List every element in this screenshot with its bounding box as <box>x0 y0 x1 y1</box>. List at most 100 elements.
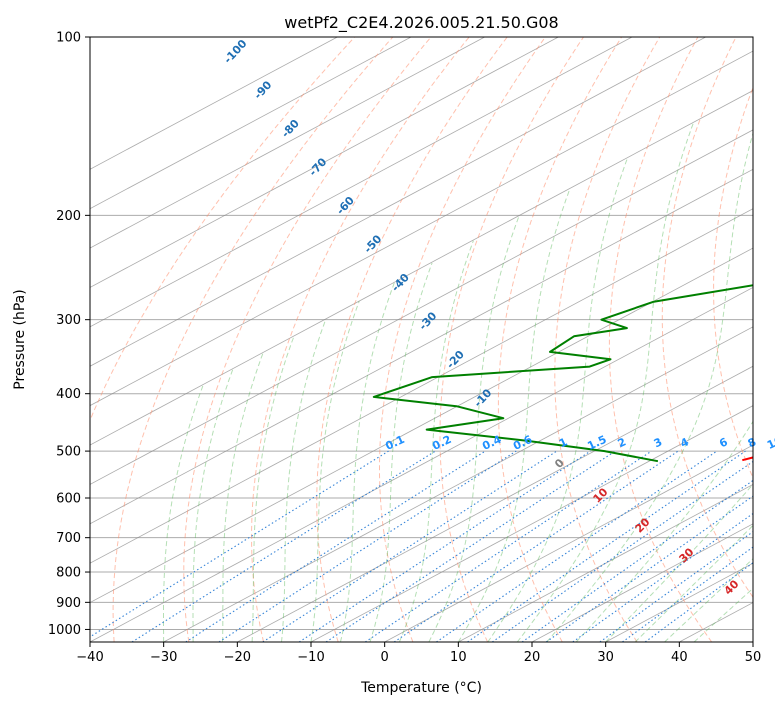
mixing-ratio-label: 1.5 <box>585 433 608 453</box>
moist-adiabat-line <box>163 385 204 642</box>
mixing-ratio-label: 0.6 <box>511 433 534 453</box>
y-tick-label: 300 <box>56 313 81 328</box>
x-tick-label: 0 <box>381 650 389 665</box>
moist-adiabat-line <box>398 240 474 642</box>
mixing-ratio-line <box>325 450 616 642</box>
mixing-ratio-line <box>90 450 389 638</box>
chart-title: wetPf2_C2E4.2026.005.21.50.G08 <box>284 13 558 33</box>
mixing-ratio-line <box>467 450 746 642</box>
temperature-profile <box>742 456 753 462</box>
mixing-ratio-line <box>364 450 652 642</box>
moist-adiabat-line <box>369 262 433 642</box>
moist-adiabat-line <box>192 369 234 642</box>
mixing-ratio-line <box>521 479 753 642</box>
mixing-ratio-line <box>185 450 486 642</box>
moist-adiabat-label: 40 <box>722 577 742 597</box>
mixing-ratio-line <box>393 450 679 642</box>
moist-adiabat-line <box>516 123 694 642</box>
moist-adiabat-line <box>340 282 395 642</box>
dry-adiabat-label: -30 <box>416 309 439 333</box>
y-tick-label: 700 <box>56 531 81 546</box>
background-lines <box>90 35 775 642</box>
x-tick-label: −40 <box>76 650 103 665</box>
dry-adiabat-label: -50 <box>361 232 384 256</box>
dry-adiabat-label: -100 <box>221 37 250 66</box>
dry-adiabat-label: -10 <box>471 386 494 410</box>
isotherm-line <box>90 90 753 446</box>
y-tick-label: 900 <box>56 596 81 611</box>
mixing-ratio-label: 6 <box>717 435 730 450</box>
dry-adiabat-line <box>379 37 546 642</box>
isotherm-line <box>237 365 753 642</box>
mixing-ratio-line <box>436 450 718 642</box>
y-tick-label: 400 <box>56 387 81 402</box>
isotherm-line <box>384 444 753 642</box>
x-tick-label: −10 <box>297 650 324 665</box>
isotherm-line <box>90 129 753 485</box>
x-tick-label: 40 <box>671 650 688 665</box>
moist-adiabat-line <box>310 301 360 642</box>
x-axis-label: Temperature (°C) <box>360 680 482 696</box>
x-tick-label: 30 <box>597 650 614 665</box>
moist-adiabat-line <box>546 131 753 642</box>
x-tick-label: 10 <box>450 650 467 665</box>
moist-adiabat-line <box>457 190 570 642</box>
mixing-ratio-label: 3 <box>652 435 664 450</box>
mixing-ratio-label: 10 <box>765 434 775 452</box>
y-tick-label: 600 <box>56 492 81 507</box>
dry-adiabat-line <box>183 37 432 642</box>
isotherm-line <box>90 37 485 249</box>
dry-adiabat-line <box>90 37 356 422</box>
y-axis-label: Pressure (hPa) <box>12 289 28 389</box>
dry-adiabat-line <box>439 37 585 642</box>
y-tick-label: 100 <box>56 31 81 46</box>
isotherm-line <box>310 405 753 642</box>
plot-frame <box>89 36 754 643</box>
isotherm-line <box>90 37 633 328</box>
y-tick-label: 200 <box>56 209 81 224</box>
moist-adiabat-line <box>251 337 294 642</box>
line-labels: -100-90-80-70-60-50-40-30-20-100.1 0.2 0.4… <box>221 37 775 598</box>
mixing-ratio-label: 2 <box>616 435 628 450</box>
moist-adiabat-line <box>605 483 753 642</box>
isotherm-line <box>90 37 338 170</box>
isotherm-line <box>90 37 559 288</box>
y-tick-label: 500 <box>56 445 81 460</box>
y-tick-label: 1000 <box>48 623 81 638</box>
moist-adiabat-line <box>428 216 520 642</box>
dry-adiabat-line <box>713 86 753 480</box>
mixing-ratio-line <box>545 495 753 642</box>
isotherm-line <box>90 50 753 407</box>
moist-adiabat-label: 30 <box>677 545 697 565</box>
mixing-ratio-line <box>622 546 753 642</box>
dry-adiabat-line <box>763 35 775 642</box>
dry-adiabat-line <box>661 37 753 599</box>
series-group <box>372 284 753 463</box>
mixing-ratio-line <box>491 460 753 642</box>
mixing-ratio-label: 1 <box>557 435 569 450</box>
isotherm-line <box>90 37 412 210</box>
dry-adiabat-line <box>316 37 508 642</box>
moist-adiabat-line <box>222 353 264 642</box>
dewpoint-profile <box>372 284 753 463</box>
axes: −40 −30 −20 −10 0 10 20 30 40 5010020030040050060… <box>48 31 761 666</box>
dry-adiabat-line <box>608 37 713 642</box>
moist-adiabat-label: 0 <box>552 456 567 471</box>
y-tick-label: 800 <box>56 566 81 581</box>
isotherm-line <box>90 208 753 564</box>
x-tick-label: 50 <box>745 650 762 665</box>
moist-adiabat-line <box>281 319 327 642</box>
isotherm-line <box>90 37 706 367</box>
moist-adiabat-line <box>693 587 753 642</box>
dry-adiabat-line <box>497 37 623 642</box>
isotherm-line <box>458 483 753 642</box>
dry-adiabat-label: -60 <box>334 194 357 218</box>
x-tick-label: −30 <box>150 650 177 665</box>
dry-adiabat-label: -90 <box>251 78 274 102</box>
mixing-ratio-line <box>572 512 753 642</box>
mixing-ratio-line <box>131 450 436 642</box>
isotherm-line <box>531 523 753 642</box>
x-tick-label: 20 <box>524 650 541 665</box>
isotherm-line <box>90 247 753 604</box>
